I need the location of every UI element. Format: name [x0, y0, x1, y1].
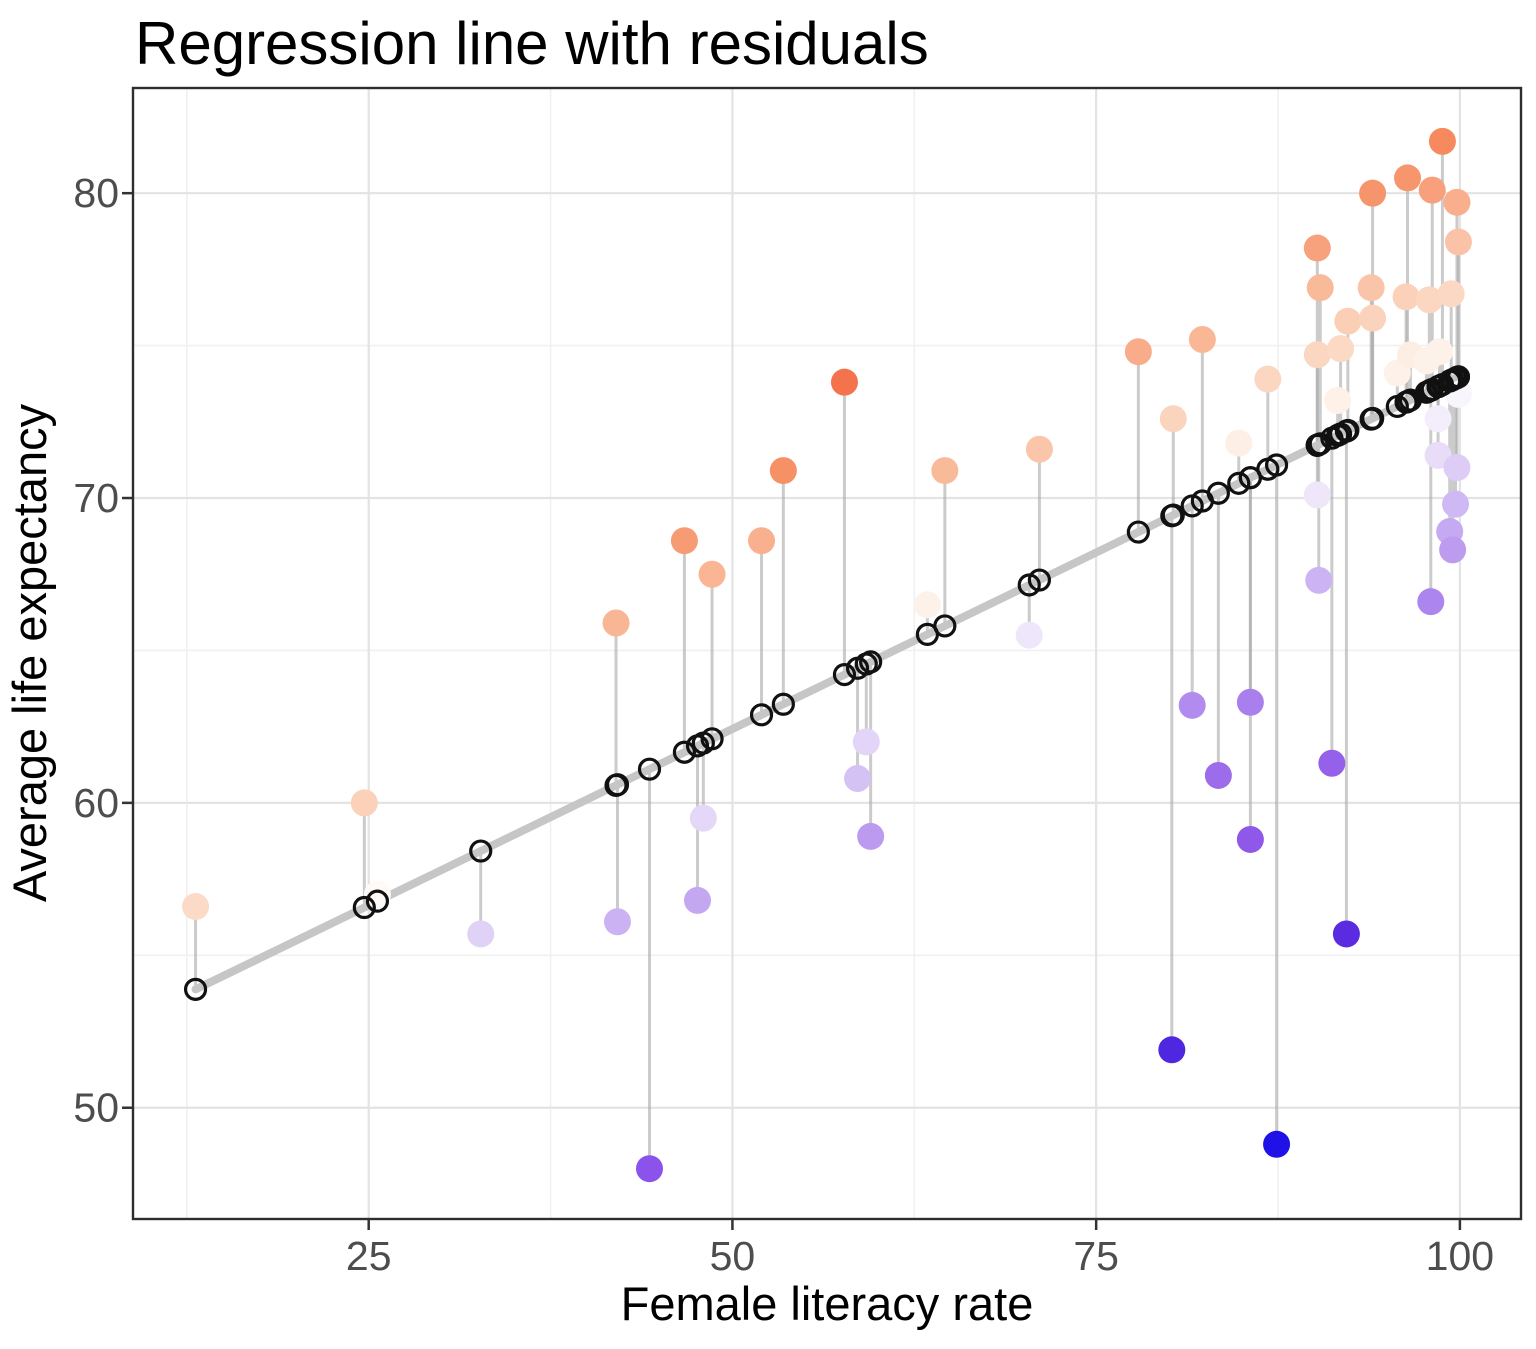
fitted-point: [1336, 418, 1360, 443]
data-point: [635, 1155, 663, 1183]
data-point: [1263, 1130, 1291, 1158]
fitted-point: [637, 757, 662, 781]
data-point: [350, 789, 378, 817]
data-point: [1305, 566, 1333, 594]
data-point: [1439, 536, 1467, 564]
fitted-point: [1161, 503, 1185, 527]
data-point: [1188, 326, 1216, 354]
data-point: [1015, 621, 1043, 649]
x-tick-label: 100: [1426, 1233, 1494, 1279]
data-point: [769, 457, 797, 485]
y-tick-label: 80: [73, 170, 119, 216]
data-point: [1178, 691, 1206, 719]
data-point: [1303, 234, 1331, 262]
fitted-point: [1264, 453, 1289, 477]
data-point: [1426, 338, 1454, 366]
data-point: [1415, 286, 1443, 314]
fitted-point: [771, 692, 795, 716]
fitted-point: [832, 663, 857, 687]
fitted-point: [1307, 432, 1331, 457]
y-tick-label: 70: [73, 475, 119, 521]
fitted-point: [1446, 365, 1471, 389]
data-point: [1025, 435, 1053, 463]
data-point: [467, 920, 495, 948]
data-point: [1236, 688, 1264, 716]
fitted-point: [365, 889, 390, 913]
data-point: [603, 908, 631, 936]
data-point: [684, 886, 712, 914]
data-point: [1306, 274, 1334, 302]
fitted-point: [700, 727, 724, 751]
data-point: [830, 368, 858, 396]
data-point: [698, 560, 726, 588]
data-point: [1254, 365, 1282, 393]
data-point: [1327, 335, 1355, 363]
data-point: [1392, 283, 1420, 311]
data-point: [182, 893, 210, 921]
data-point: [1437, 280, 1465, 308]
fitted-point: [352, 895, 376, 920]
fitted-point: [1206, 481, 1230, 505]
data-point: [1424, 405, 1452, 433]
data-point: [844, 764, 872, 792]
x-tick-label: 50: [710, 1233, 756, 1279]
data-point: [1236, 825, 1264, 853]
data-point: [1417, 588, 1445, 616]
plot-panel: 25 50 75 100 50 60 70 80: [73, 86, 1523, 1279]
data-point: [1225, 429, 1253, 457]
x-tick-label: 25: [346, 1233, 392, 1279]
x-axis-title: Female literacy rate: [621, 1277, 1034, 1330]
y-tick-label: 60: [73, 780, 119, 826]
data-point: [1334, 307, 1362, 335]
data-point: [1303, 481, 1331, 509]
data-point: [1357, 274, 1385, 302]
fitted-point: [672, 740, 697, 764]
panel-border: [131, 86, 1523, 1221]
data-point: [1124, 338, 1152, 366]
fitted-point: [1027, 568, 1052, 592]
data-point: [1442, 490, 1470, 518]
chart-title: Regression line with residuals: [135, 10, 929, 77]
data-point: [931, 457, 959, 485]
panel-background: [133, 88, 1521, 1219]
data-point: [670, 527, 698, 555]
data-point: [1318, 749, 1346, 777]
x-tick-label: 75: [1073, 1233, 1119, 1279]
data-point: [1332, 920, 1360, 948]
data-point: [1204, 761, 1232, 789]
fitted-point: [1227, 471, 1251, 495]
data-point: [1428, 127, 1456, 155]
data-point: [1394, 164, 1422, 192]
fitted-point: [1126, 520, 1150, 544]
regression-line: [191, 369, 1469, 994]
data-point: [857, 822, 885, 850]
fitted-point: [183, 977, 208, 1001]
data-point: [1158, 1036, 1186, 1064]
data-point: [1303, 341, 1331, 369]
data-point: [913, 591, 941, 619]
data-point: [1418, 176, 1446, 204]
fitted-point: [1360, 406, 1385, 431]
data-point: [1159, 405, 1187, 433]
data-point: [1444, 228, 1472, 256]
data-point: [1443, 454, 1471, 482]
fitted-point: [859, 650, 883, 674]
data-point: [852, 728, 880, 756]
data-point: [1324, 386, 1352, 414]
y-axis-title: Average life expectancy: [3, 403, 56, 902]
data-point: [1443, 188, 1471, 216]
fitted-point: [749, 703, 774, 727]
data-point: [602, 609, 630, 637]
fitted-point: [605, 773, 630, 797]
y-tick-label: 50: [73, 1085, 119, 1131]
data-point: [748, 527, 776, 555]
fitted-point: [469, 839, 493, 863]
fitted-point: [933, 614, 957, 638]
data-point: [689, 804, 717, 832]
data-point: [1359, 304, 1387, 332]
data-point: [1359, 179, 1387, 207]
